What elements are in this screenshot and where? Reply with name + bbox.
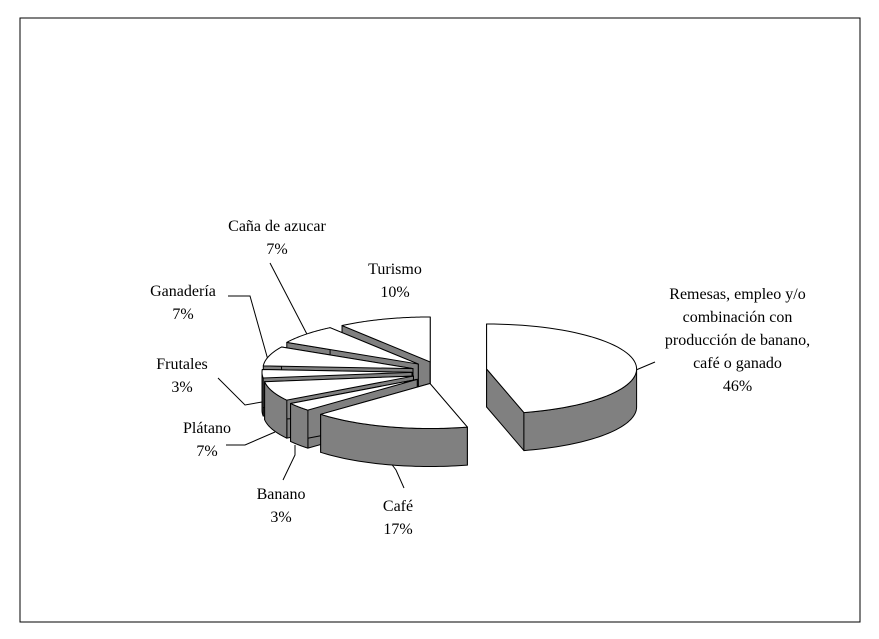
value-label: 10% — [380, 284, 410, 301]
label-box: Ganadería 7% — [123, 280, 243, 326]
value-label: 7% — [196, 443, 218, 460]
slice — [486, 323, 638, 452]
label-box: Caña de azucar 7% — [197, 215, 357, 261]
category-label: Plátano — [183, 420, 231, 437]
value-label: 7% — [172, 306, 194, 323]
slice-top — [320, 383, 468, 430]
category-label: Banano — [256, 486, 306, 503]
slice-side-wall — [290, 402, 309, 449]
category-label: Frutales — [156, 356, 208, 373]
data-label: Caña de azucar 7% — [197, 215, 357, 261]
data-label: Turismo 10% — [335, 258, 455, 304]
value-label: 7% — [266, 241, 288, 258]
label-box: Frutales 3% — [132, 353, 232, 399]
value-label: 3% — [270, 509, 292, 526]
slice-top — [262, 346, 414, 370]
category-label: Café — [382, 498, 414, 515]
value-label: 3% — [171, 379, 193, 396]
label-box: Plátano 7% — [157, 417, 257, 463]
chart-frame — [19, 17, 861, 623]
slice-top — [486, 323, 638, 414]
label-box: Banano 3% — [231, 483, 331, 529]
data-label: Banano 3% — [231, 483, 331, 529]
category-label: Caña de azucar — [228, 218, 326, 235]
data-label: Café 17% — [348, 495, 448, 541]
slice-top — [290, 378, 418, 411]
category-label: Turismo — [368, 261, 422, 278]
slice-top — [341, 316, 431, 363]
label-box: Turismo 10% — [335, 258, 455, 304]
slice-top — [264, 375, 414, 401]
data-label: Remesas, empleo y/o combinación con prod… — [655, 283, 820, 398]
label-box: Remesas, empleo y/o combinación con prod… — [655, 283, 820, 398]
slice-top — [261, 369, 413, 379]
data-label: Ganadería 7% — [123, 280, 243, 326]
slice-top — [286, 327, 419, 365]
data-label: Plátano 7% — [157, 417, 257, 463]
slice-side-wall — [261, 371, 264, 417]
data-label: Frutales 3% — [132, 353, 232, 399]
slice — [320, 383, 468, 468]
value-label: 17% — [383, 521, 413, 538]
category-label: Ganadería — [150, 283, 216, 300]
category-label: Remesas, empleo y/o combinación con prod… — [664, 286, 811, 372]
label-box: Café 17% — [348, 495, 448, 541]
value-label: 46% — [722, 378, 753, 395]
